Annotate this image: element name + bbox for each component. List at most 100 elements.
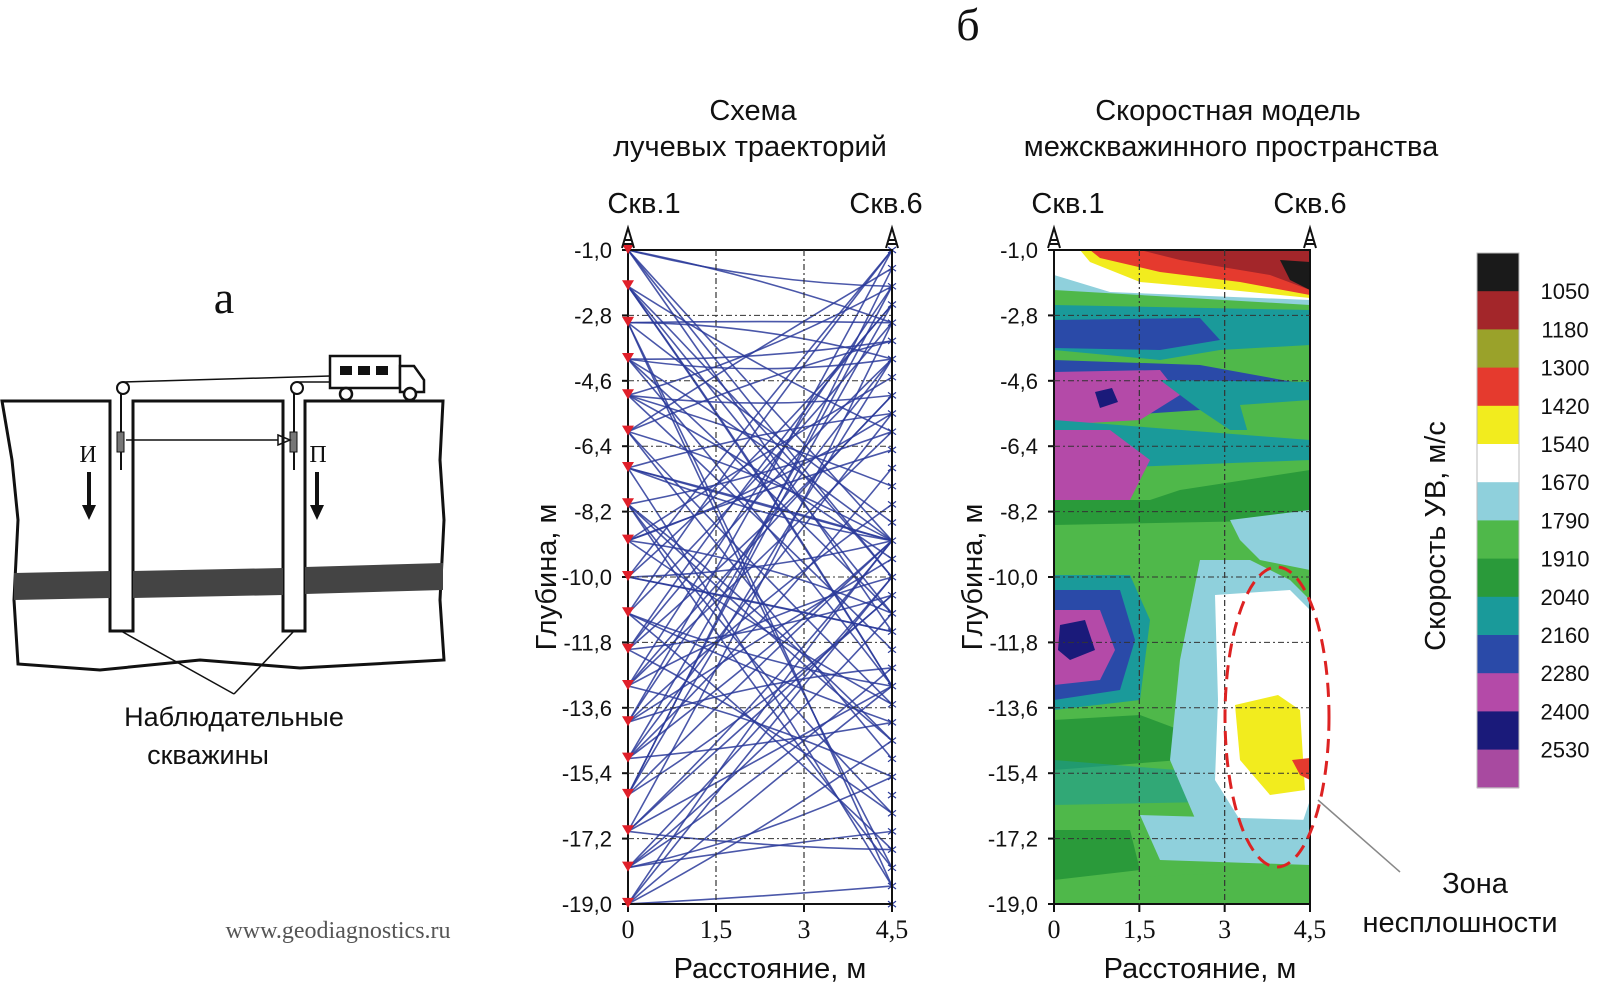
ray-path — [627, 412, 893, 542]
legend-value: 1670 — [1541, 470, 1590, 495]
derrick-icon — [1303, 224, 1317, 249]
leader-line — [120, 630, 235, 695]
ray-path — [627, 830, 893, 851]
x-tick-label: 1,5 — [1123, 915, 1156, 944]
ray-path — [627, 685, 893, 778]
ray-path — [627, 358, 893, 687]
legend-swatch — [1477, 520, 1519, 560]
ray-path — [627, 576, 893, 905]
ray-path — [627, 376, 893, 542]
well-label-left: Скв.1 — [1031, 188, 1104, 220]
legend-value: 2040 — [1541, 585, 1590, 610]
ray-path — [627, 576, 893, 869]
source-marker — [622, 788, 634, 799]
ray-path — [627, 685, 893, 833]
legend-swatch — [1477, 749, 1519, 789]
derrick-icon — [621, 224, 635, 249]
ray-path — [627, 358, 893, 542]
legend-swatch — [1477, 444, 1519, 483]
legend-swatch — [1477, 711, 1519, 751]
legend-values: 1050 1180 1300 1420 1540 1670 1790 1910 2040 2160… — [1541, 279, 1590, 762]
legend-value: 1050 — [1541, 279, 1590, 304]
ray-path — [627, 776, 893, 869]
ray-grid — [628, 250, 892, 904]
ray-path-chart: Схема лучевых траекторий Скв.1 Скв.6 -1,… — [531, 95, 923, 985]
ray-path — [627, 539, 893, 578]
legend-swatch — [1477, 291, 1519, 330]
legend-value: 2400 — [1541, 699, 1590, 724]
x-tick-label: 4,5 — [876, 915, 909, 944]
well-label-right: Скв.6 — [849, 188, 922, 220]
velocity-x-ticks: 0 1,5 3 4,5 — [1048, 904, 1327, 944]
ray-path — [627, 503, 893, 869]
legend-title: Скорость УВ, м/с — [1420, 421, 1452, 651]
y-tick-label: -17,2 — [562, 827, 612, 852]
velocity-chart-title: межскважинного пространства — [1024, 131, 1439, 163]
observation-wells-caption: скважины — [147, 740, 269, 770]
truck-icon — [328, 354, 426, 402]
dark-layer — [14, 563, 443, 600]
ray-paths — [627, 246, 897, 908]
legend-swatch — [1477, 482, 1519, 521]
derrick-icon — [885, 224, 899, 249]
y-tick-label: -1,0 — [1000, 238, 1038, 263]
y-tick-label: -4,6 — [574, 369, 612, 394]
velocity-grid — [1054, 250, 1310, 904]
ray-path — [627, 431, 893, 687]
ray-path — [627, 285, 893, 433]
ray-path — [627, 503, 893, 742]
x-tick-label: 0 — [1048, 915, 1061, 944]
derrick-icon — [1047, 224, 1061, 249]
source-marker — [622, 534, 634, 545]
leader-line — [233, 630, 295, 695]
well-label-left: Скв.1 — [607, 188, 680, 220]
y-tick-label: -19,0 — [562, 892, 612, 917]
source-marker — [622, 316, 634, 327]
x-tick-label: 3 — [1218, 915, 1231, 944]
ray-path — [627, 830, 893, 869]
ray-y-axis-label: Глубина, м — [531, 504, 563, 651]
source-marker — [622, 897, 634, 908]
x-tick-label: 4,5 — [1294, 915, 1327, 944]
x-tick-label: 0 — [622, 915, 635, 944]
panel-a-well-diagram: а И П — [0, 272, 451, 944]
ray-path — [627, 594, 893, 832]
ray-path — [627, 667, 893, 869]
source-marker — [622, 571, 634, 581]
legend-swatches — [1476, 252, 1520, 789]
legend-swatch — [1477, 329, 1519, 369]
ray-path — [627, 685, 893, 905]
cable-top — [122, 375, 331, 383]
well-label-right: Скв.6 — [1273, 188, 1346, 220]
ray-path — [627, 667, 893, 724]
y-tick-label: -11,8 — [989, 630, 1038, 655]
source-marker — [622, 752, 634, 763]
y-tick-label: -15,4 — [988, 761, 1038, 786]
down-arrow-icon — [310, 472, 324, 520]
down-arrow-icon — [82, 472, 96, 520]
ray-path — [627, 394, 893, 487]
ray-path — [627, 721, 893, 760]
watermark: www.geodiagnostics.ru — [225, 918, 450, 944]
ray-path — [627, 503, 893, 814]
y-tick-label: -10,0 — [562, 565, 612, 590]
y-tick-label: -4,6 — [1000, 369, 1038, 394]
y-tick-label: -6,4 — [1000, 434, 1038, 459]
ray-path — [627, 322, 893, 832]
ray-path — [627, 285, 893, 760]
source-marker — [622, 425, 634, 436]
velocity-legend: 1050 1180 1300 1420 1540 1670 1790 1910 2040 2160… — [1420, 252, 1590, 789]
ray-path — [627, 394, 893, 404]
ray-path — [627, 612, 893, 724]
ray-path — [627, 430, 893, 542]
ground-block — [0, 399, 446, 672]
y-tick-label: -8,2 — [574, 500, 612, 525]
ray-path — [627, 503, 893, 723]
ray-path — [627, 540, 893, 760]
ray-path — [627, 612, 893, 687]
receiver-marker: П — [309, 442, 326, 468]
ray-x-axis-label: Расстояние, м — [674, 953, 867, 985]
source-marker — [622, 716, 634, 727]
ray-path — [627, 267, 893, 796]
